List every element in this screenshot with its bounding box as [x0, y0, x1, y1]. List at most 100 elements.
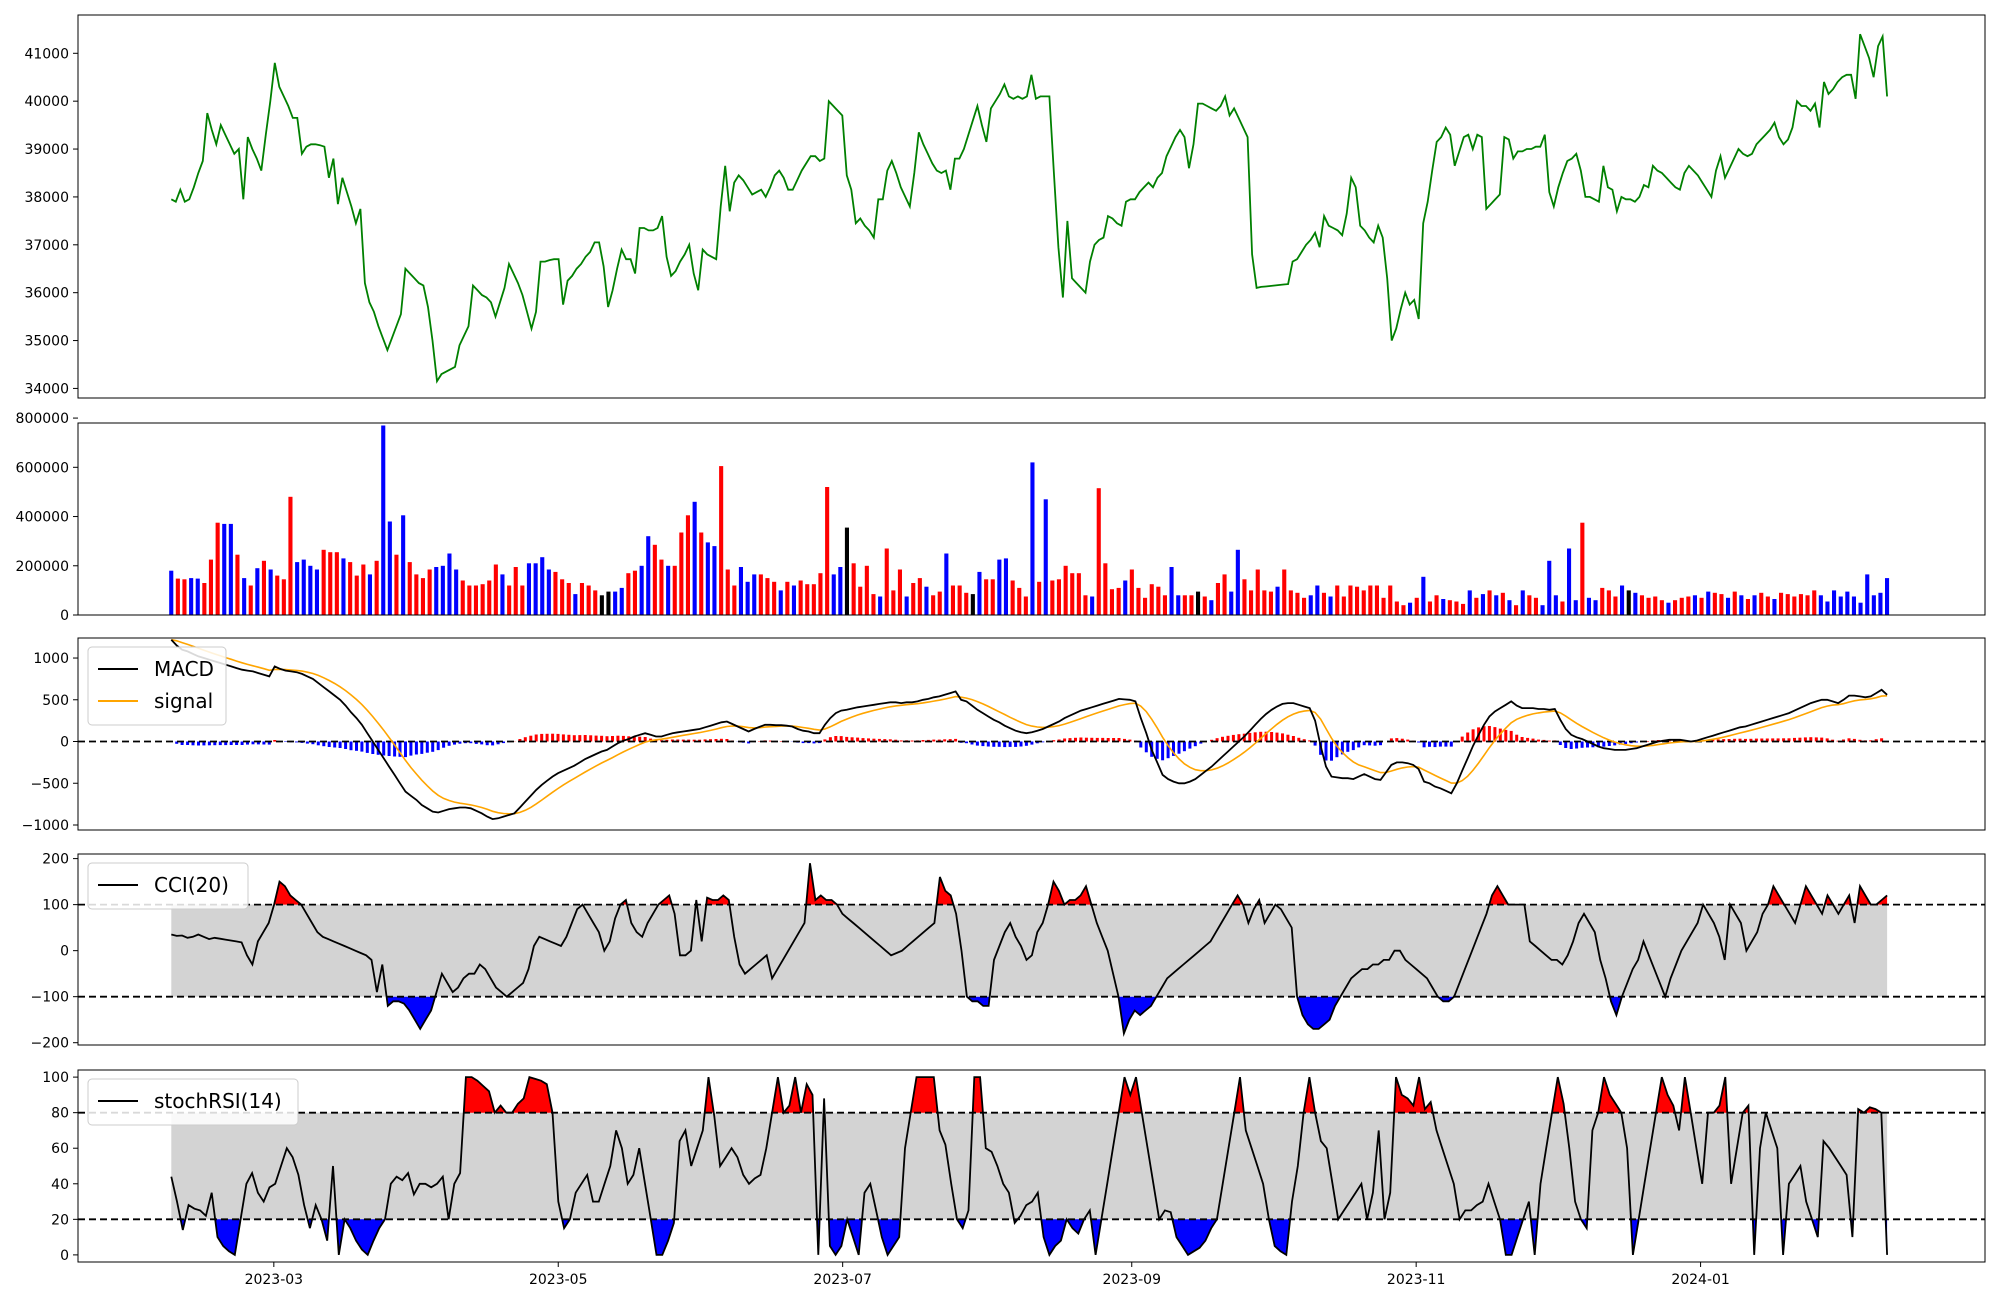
- volume-bar: [950, 585, 955, 615]
- stochrsi-oversold-fill: [828, 1219, 848, 1255]
- volume-bar: [228, 523, 233, 615]
- volume-bar: [1620, 585, 1625, 615]
- volume-ytick-label: 200000: [16, 559, 69, 575]
- macd-histogram-bar: [714, 739, 718, 742]
- volume-bar: [1388, 585, 1393, 615]
- stochrsi-panel: 0 20 40 60 80 100 stochRSI(14): [42, 1069, 1986, 1264]
- macd-histogram-bar: [632, 736, 636, 742]
- macd-histogram-bar: [251, 741, 255, 745]
- volume-bar: [1461, 603, 1466, 615]
- volume-bar: [990, 579, 995, 615]
- macd-histogram-bar: [567, 734, 571, 742]
- macd-histogram-bar: [1782, 738, 1786, 742]
- macd-histogram-bar: [839, 736, 843, 742]
- macd-histogram-bar: [1030, 741, 1034, 745]
- x-tick-label: 2023-09: [1102, 1272, 1161, 1288]
- volume-bar: [1520, 590, 1525, 615]
- macd-histogram-bar: [1297, 737, 1301, 742]
- price-ytick-label: 37000: [24, 238, 69, 254]
- macd-histogram-bar: [1526, 737, 1530, 742]
- macd-histogram-bar: [1052, 740, 1056, 742]
- volume-bar: [1851, 596, 1856, 615]
- volume-bar: [1401, 605, 1406, 615]
- macd-histogram-bar: [360, 741, 364, 752]
- volume-bar: [1229, 591, 1234, 615]
- volume-bar: [401, 515, 406, 615]
- macd-histogram-bar: [861, 738, 865, 742]
- volume-bar: [785, 581, 790, 615]
- volume-bar: [666, 565, 671, 615]
- volume-bar: [1600, 587, 1605, 615]
- macd-histogram-bar: [333, 741, 337, 748]
- macd-histogram-bar: [529, 735, 533, 742]
- volume-bar: [1434, 595, 1439, 615]
- volume-bar: [381, 425, 386, 615]
- macd-histogram-bar: [393, 741, 397, 757]
- volume-bar: [248, 585, 253, 615]
- macd-histogram-bar: [1422, 741, 1426, 748]
- volume-bar: [208, 559, 213, 615]
- volume-bar: [1633, 592, 1638, 615]
- volume-bar: [540, 557, 545, 615]
- macd-histogram-bar: [845, 736, 849, 742]
- macd-histogram-bar: [621, 735, 625, 742]
- volume-ytick-label: 400000: [16, 510, 69, 526]
- macd-histogram-bar: [850, 737, 854, 742]
- cci-ytick-label: −100: [31, 990, 69, 1006]
- macd-histogram-bar: [975, 741, 979, 746]
- volume-bar: [374, 560, 379, 615]
- macd-histogram-bar: [1351, 741, 1355, 751]
- cci-ytick-label: 100: [42, 898, 69, 914]
- macd-histogram-bar: [1406, 739, 1410, 742]
- macd-histogram-bar: [1117, 738, 1121, 742]
- volume-bar: [1003, 558, 1008, 615]
- volume-bar: [394, 554, 399, 615]
- volume-bar: [646, 536, 651, 615]
- cci-overbought-fill: [1232, 895, 1243, 905]
- volume-bar: [1540, 605, 1545, 615]
- macd-histogram-bar: [687, 739, 691, 742]
- x-axis: 2023-03 2023-05 2023-07 2023-09 2023-11 2024-…: [245, 1262, 1730, 1288]
- macd-histogram-bar: [1776, 738, 1780, 742]
- macd-histogram-bar: [1814, 737, 1818, 742]
- volume-ytick-label: 0: [60, 608, 69, 624]
- volume-bar: [1374, 585, 1379, 615]
- volume-bar: [1467, 590, 1472, 615]
- volume-bar: [1056, 579, 1061, 615]
- volume-bar: [367, 574, 372, 615]
- macd-histogram-bar: [1874, 739, 1878, 742]
- macd-histogram-bar: [382, 741, 386, 756]
- stochrsi-ytick-label: 80: [51, 1106, 69, 1122]
- volume-bar: [1613, 596, 1618, 615]
- macd-histogram-bar: [1613, 741, 1617, 746]
- macd-histogram-bar: [932, 739, 936, 742]
- volume-bar: [1348, 585, 1353, 615]
- volume-bar: [1533, 597, 1538, 615]
- macd-histogram-bar: [1798, 737, 1802, 742]
- macd-histogram-bar: [485, 741, 489, 746]
- macd-histogram-bar: [883, 739, 887, 742]
- macd-histogram-bar: [578, 735, 582, 742]
- macd-histogram-bar: [986, 741, 990, 747]
- macd-histogram-bar: [1847, 738, 1851, 742]
- volume-bar: [1109, 589, 1114, 615]
- volume-bar: [712, 546, 717, 615]
- volume-bar: [1335, 585, 1340, 615]
- stochrsi-overbought-fill: [910, 1077, 938, 1113]
- volume-bar: [1487, 590, 1492, 615]
- volume-bar: [1752, 595, 1757, 615]
- macd-histogram-bar: [425, 741, 429, 753]
- macd-histogram-bar: [823, 739, 827, 742]
- volume-bar: [1381, 597, 1386, 615]
- volume-bar: [1123, 580, 1128, 615]
- macd-histogram-bar: [681, 739, 685, 742]
- price-ytick-label: 35000: [24, 334, 69, 350]
- macd-histogram-bar: [1373, 741, 1377, 746]
- price-panel: 34000 35000 36000 37000 38000 39000 40000 41000: [24, 14, 1986, 399]
- macd-histogram-bar: [1645, 741, 1649, 742]
- stochrsi-ytick-label: 20: [51, 1212, 69, 1228]
- macd-histogram-bar: [698, 739, 702, 742]
- volume-bar: [606, 591, 611, 615]
- price-ytick-label: 36000: [24, 286, 69, 302]
- volume-bar: [772, 581, 777, 615]
